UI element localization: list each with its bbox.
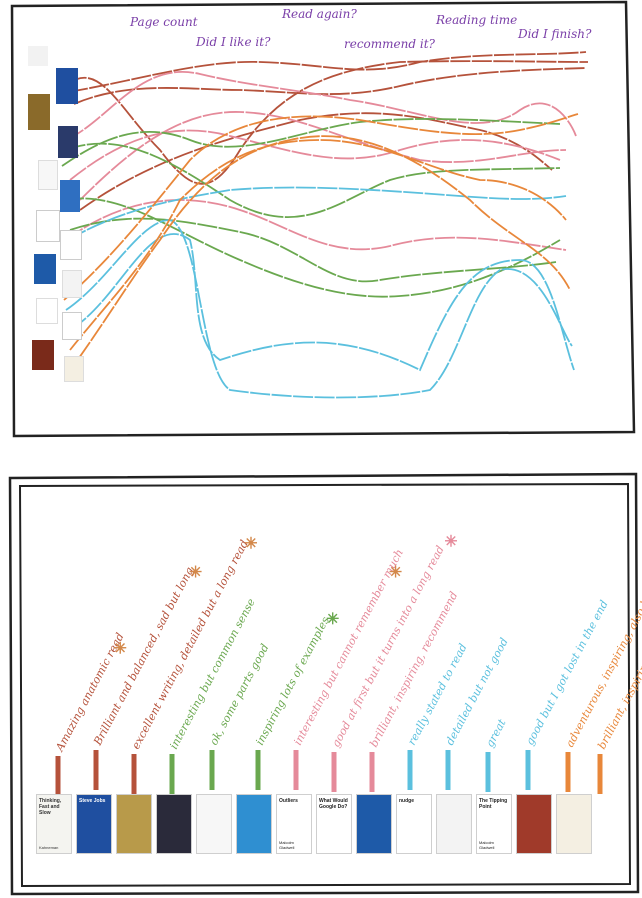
book-cover [516,794,552,854]
book-cover-author: Kahneman [39,845,59,850]
book-thumb [36,298,58,324]
book-cover [356,794,392,854]
header-label: Page count [129,15,198,29]
stem-item: great [483,716,509,792]
book-thumb [38,160,58,190]
book-thumbnail-column [26,44,86,384]
book-cover: Steve Jobs [76,794,112,854]
stem-note: inspiring lots of examples [253,614,332,747]
stem-note: Amazing anatomic read [53,631,127,755]
book-thumb [34,254,56,284]
book-thumb [28,46,48,66]
book-thumb [32,340,54,370]
flower-icon [393,569,398,574]
flower-icon [330,616,335,621]
bottom-panel: Amazing anatomic read Brilliant and balan… [0,460,642,898]
book-trace-line [79,111,567,201]
book-cover [556,794,592,854]
book-cover-row: Thinking, Fast and Slow Kahneman Steve Job… [36,794,596,858]
book-trace-line [69,233,575,372]
flower-icon [118,645,123,650]
book-trace-line [63,113,579,301]
book-thumb [58,126,78,158]
book-cover [236,794,272,854]
book-trace-line [65,135,571,377]
top-panel: Page count Did I like it? Read again? recom… [0,0,642,440]
book-trace-line [79,112,553,211]
book-cover-author: Malcolm Gladwell [279,840,295,850]
stem-item: interesting but cannot remember much [291,547,406,790]
book-cover-title: nudge [399,798,414,804]
book-trace-line [67,60,589,185]
header-label: recommend it? [344,37,436,51]
book-cover-title: Thinking, Fast and Slow [39,798,62,816]
book-thumb [36,210,60,242]
flower-icon [448,538,453,543]
book-trace-line [69,139,567,351]
book-cover-title: Outliers [279,798,298,804]
book-cover [116,794,152,854]
book-thumb [62,312,82,340]
stem-item: Brilliant and balanced, sad but long [91,565,202,790]
book-trace-line [61,118,561,167]
header-labels: Page count Did I like it? Read again? recom… [129,7,592,51]
book-thumb [60,180,80,212]
book-cover [196,794,232,854]
book-cover [156,794,192,854]
book-trace-line [69,217,557,283]
header-label: Read again? [281,7,357,21]
book-trace-line [67,51,587,93]
book-thumb [28,94,50,130]
book-cover-title: Steve Jobs [79,798,106,804]
book-trace-line [65,219,573,399]
book-thumb [62,270,82,298]
header-label: Reading time [435,13,517,27]
book-cover: Outliers Malcolm Gladwell [276,794,312,854]
book-cover: nudge [396,794,432,854]
header-label: Did I like it? [195,35,271,49]
book-cover-title: The Tipping Point [479,798,508,810]
book-trace-line [63,197,561,298]
book-cover: Thinking, Fast and Slow Kahneman [36,794,72,854]
flower-icon [248,540,253,545]
book-trace-line [69,129,561,181]
stem-note: good but I got lost in the end [523,598,611,747]
book-thumb [56,68,78,104]
parallel-lines [61,51,589,399]
book-cover-author: Malcolm Gladwell [479,840,495,850]
book-cover-title: What Would Google Do? [319,798,348,810]
book-cover: What Would Google Do? [316,794,352,854]
bottom-frame-border-outer [8,472,640,896]
book-trace-line [65,142,561,218]
book-thumb [60,230,82,260]
book-thumb [64,356,84,382]
top-panel-svg: Page count Did I like it? Read again? recom… [10,0,636,438]
book-trace-line [65,199,567,251]
book-trace-line [73,67,587,105]
flower-icon [193,569,198,574]
book-cover [436,794,472,854]
book-trace-line [65,71,577,141]
stem-note: great [483,716,509,749]
book-cover: The Tipping Point Malcolm Gladwell [476,794,512,854]
top-frame-border [10,0,636,438]
header-label: Did I finish? [517,27,592,41]
book-trace-line [67,186,567,241]
bottom-frame-border-inner [18,482,632,888]
